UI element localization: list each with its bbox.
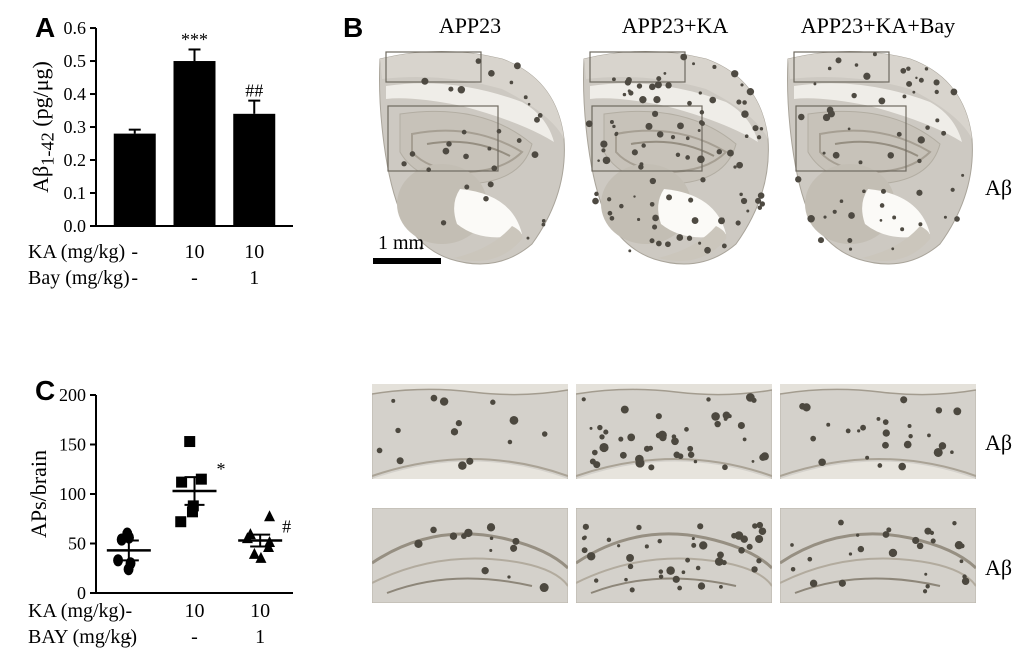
panel-b-row-label-1: Aβ [985, 430, 1012, 456]
panel-b-row-label-2: Aβ [985, 555, 1012, 581]
panel-b-header-0: APP23 [370, 13, 570, 39]
svg-text:0.1: 0.1 [64, 183, 87, 203]
zoom-cortex-0 [372, 384, 568, 479]
svg-text:200: 200 [59, 385, 86, 405]
svg-text:0.4: 0.4 [64, 84, 87, 104]
zoom-cortex-1 [576, 384, 772, 479]
svg-text:APs/brain: APs/brain [28, 450, 51, 538]
scalebar-line [373, 258, 441, 264]
svg-text:0.6: 0.6 [64, 18, 87, 38]
svg-text:0.0: 0.0 [64, 216, 87, 236]
scalebar-text: 1 mm [378, 232, 424, 255]
svg-text:##: ## [245, 81, 263, 101]
zoom-hippocampus-1 [576, 508, 772, 603]
svg-text:100: 100 [59, 484, 86, 504]
zoom-cortex-2 [780, 384, 976, 479]
svg-text:0.2: 0.2 [64, 150, 87, 170]
panel-c-conditions: KA (mg/kg)-1010BAY (mg/kg)--1 [28, 600, 303, 652]
panel-b-row-label-0: Aβ [985, 175, 1012, 201]
svg-text:***: *** [181, 29, 208, 49]
zoom-hippocampus-0 [372, 508, 568, 603]
panel-a-conditions: KA (mg/kg)-1010Bay (mg/kg)--1 [28, 241, 303, 293]
svg-text:0.5: 0.5 [64, 51, 87, 71]
svg-text:*: * [217, 459, 226, 479]
svg-text:#: # [282, 517, 291, 537]
panel-b-header-2: APP23+KA+Bay [778, 13, 978, 39]
svg-text:50: 50 [68, 534, 86, 554]
panel-a-chart: 0.00.10.20.30.40.50.6Aβ1-42 (pg/μg)***## [28, 18, 303, 238]
svg-text:0.3: 0.3 [64, 117, 87, 137]
panel-b-header-1: APP23+KA [575, 13, 775, 39]
svg-text:150: 150 [59, 435, 86, 455]
panel-b-label: B [343, 12, 363, 44]
panel-c-chart: 050100150200APs/brain*# [28, 380, 303, 610]
brain-section-2 [780, 44, 976, 269]
brain-section-1 [576, 44, 772, 269]
zoom-hippocampus-2 [780, 508, 976, 603]
